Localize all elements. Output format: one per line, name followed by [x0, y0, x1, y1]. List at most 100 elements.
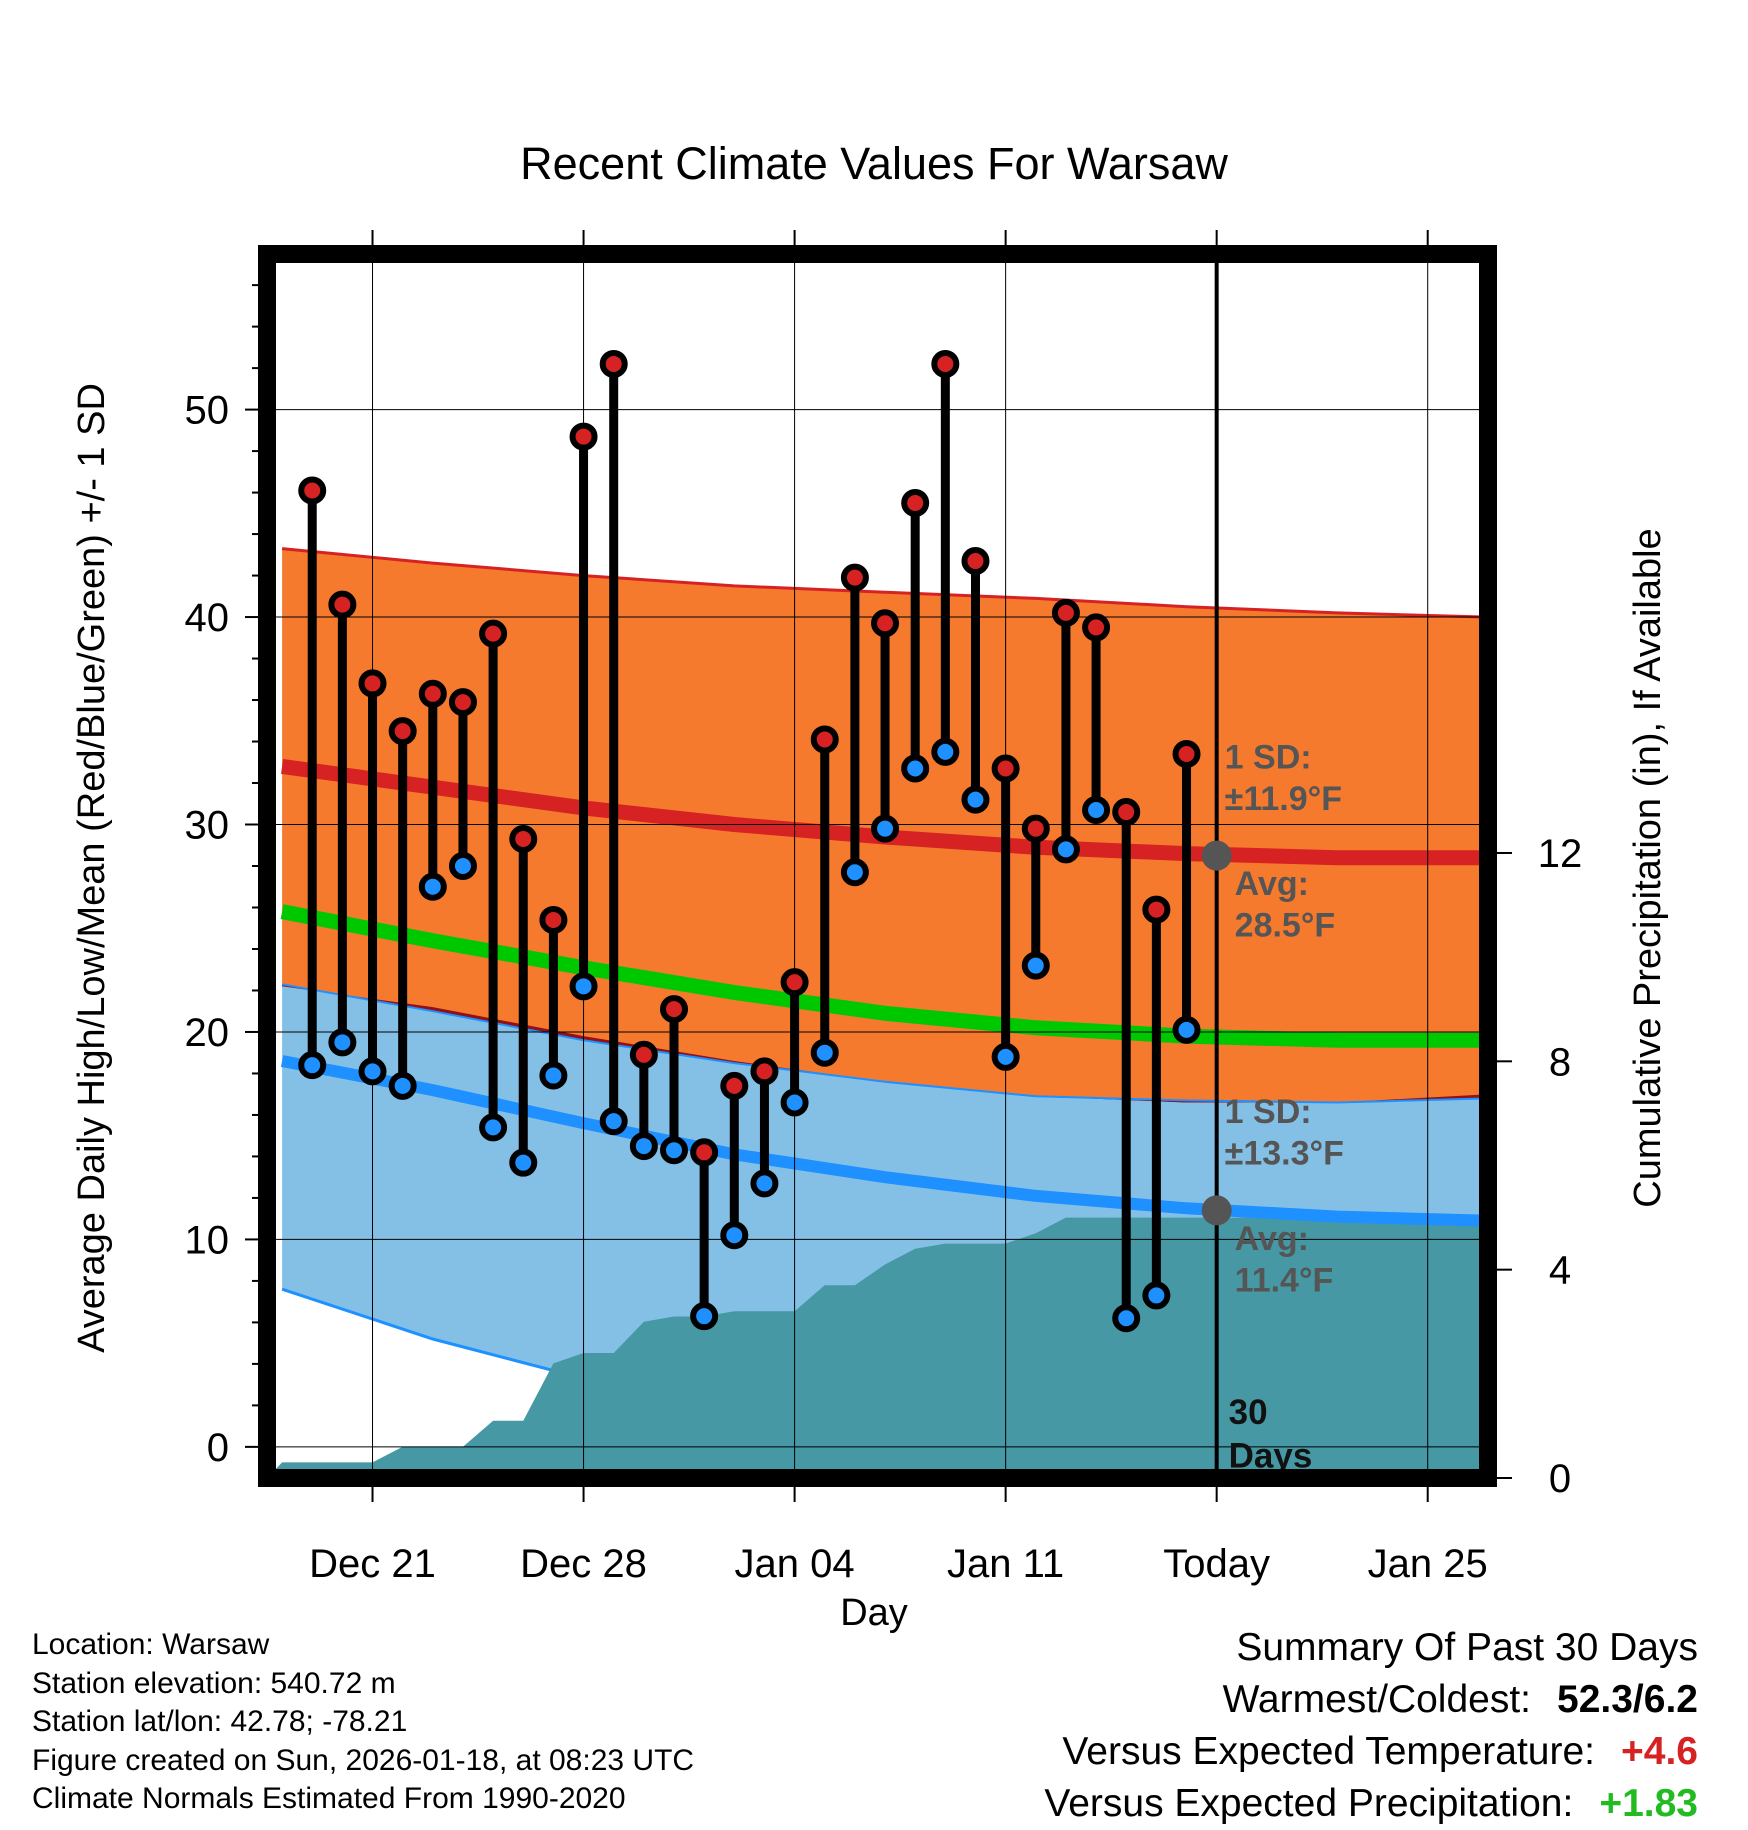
high-point: [660, 995, 688, 1024]
y-tick-label: 20: [185, 1011, 230, 1055]
low-avg-value: 11.4°F: [1235, 1261, 1334, 1299]
low-point: [690, 1302, 719, 1331]
y-tick-label: 40: [185, 596, 230, 640]
high-point: [358, 669, 387, 698]
high-point: [599, 349, 628, 378]
high-point: [569, 422, 598, 451]
low-point: [750, 1169, 779, 1198]
high-point: [479, 619, 508, 648]
latlon-text: Station lat/lon: 42.78; -78.21: [32, 1705, 408, 1738]
low-point: [629, 1132, 658, 1161]
low-point: [1051, 835, 1080, 864]
low-point: [1082, 795, 1111, 824]
low-avg-line: [280, 1055, 1488, 1227]
high-point: [629, 1040, 658, 1069]
low-point: [991, 1042, 1020, 1071]
summary-temp-row: Versus Expected Temperature: +4.6: [1044, 1726, 1698, 1778]
low-point: [298, 1051, 327, 1080]
low-point: [780, 1088, 809, 1117]
y-axis-label: Average Daily High/Low/Mean (Red/Blue/Gr…: [71, 383, 113, 1353]
high-point: [871, 609, 900, 638]
temp-value: +4.6: [1621, 1730, 1698, 1773]
created-text: Figure created on Sun, 2026-01-18, at 08…: [32, 1743, 695, 1777]
x-tick-label: Jan 11: [947, 1542, 1064, 1586]
summary-precip-row: Versus Expected Precipitation: +1.83: [1044, 1778, 1698, 1830]
x-tick-label: Today: [1163, 1542, 1270, 1586]
high-point: [901, 488, 930, 517]
high-avg-value: 28.5°F: [1235, 907, 1336, 945]
low-sd-label: 1 SD:: [1225, 1093, 1312, 1131]
high-point: [1142, 895, 1171, 924]
y2-tick-label: 0: [1549, 1457, 1571, 1501]
low-point: [1021, 951, 1050, 980]
low-point: [418, 872, 447, 901]
low-point: [358, 1057, 387, 1086]
x-tick-label: Jan 04: [735, 1542, 855, 1586]
high-point: [961, 547, 990, 576]
x-tick-label: Jan 25: [1368, 1542, 1488, 1586]
high-point: [991, 754, 1020, 783]
summary-panel: Summary Of Past 30 Days Warmest/Coldest:…: [1044, 1622, 1698, 1830]
high-point: [810, 725, 839, 754]
high-point: [1112, 798, 1141, 827]
y-tick-label: 0: [207, 1426, 229, 1470]
y2-tick-label: 4: [1549, 1249, 1571, 1293]
y2-tick-label: 12: [1538, 832, 1583, 876]
low-point: [931, 737, 960, 766]
summary-title: Summary Of Past 30 Days: [1236, 1626, 1698, 1669]
low-point: [840, 858, 869, 887]
high-point: [931, 349, 960, 378]
high-point: [448, 688, 477, 717]
station-info: Location: Warsaw Station elevation: 540.…: [32, 1626, 694, 1819]
high-point: [1051, 598, 1080, 627]
high-sd-lower-line: [281, 983, 1488, 1104]
high-point: [328, 590, 357, 619]
summary-warmest-row: Warmest/Coldest: 52.3/6.2: [1044, 1674, 1698, 1726]
y-tick-label: 30: [185, 804, 230, 848]
precip-value: +1.83: [1599, 1782, 1698, 1825]
low-point: [1172, 1015, 1201, 1044]
low-avg-marker: [1201, 1195, 1232, 1226]
low-point: [448, 852, 477, 880]
high-point: [720, 1071, 749, 1100]
warmest-label: Warmest/Coldest:: [1222, 1678, 1532, 1721]
high-point: [690, 1138, 719, 1167]
low-point: [720, 1221, 749, 1250]
high-point: [539, 905, 568, 934]
high-point: [750, 1057, 779, 1086]
high-avg-label: Avg:: [1235, 865, 1309, 903]
high-avg-marker: [1201, 840, 1232, 871]
high-point: [1172, 739, 1201, 768]
elevation-text: Station elevation: 540.72 m: [32, 1666, 396, 1700]
high-point: [388, 717, 417, 746]
high-point: [780, 968, 809, 997]
low-avg-label: Avg:: [1235, 1220, 1309, 1258]
high-sd-label: 1 SD:: [1225, 738, 1312, 776]
high-point: [840, 563, 869, 592]
low-sd-value: ±13.3°F: [1225, 1135, 1344, 1173]
y2-axis-label: Cumulative Precipitation (in), If Availa…: [1627, 528, 1669, 1207]
low-point: [479, 1113, 508, 1142]
low-point: [660, 1136, 688, 1165]
temp-label: Versus Expected Temperature:: [1062, 1730, 1595, 1773]
low-point: [539, 1061, 568, 1090]
y2-tick-label: 8: [1549, 1040, 1571, 1084]
normals-text: Climate Normals Estimated From 1990-2020: [32, 1782, 626, 1815]
low-point: [569, 972, 598, 1001]
low-point: [1142, 1281, 1171, 1310]
precip-area: [267, 1217, 1488, 1478]
low-point: [901, 754, 930, 783]
low-point: [509, 1148, 538, 1177]
y-tick-label: 50: [185, 389, 230, 433]
low-sd-lower-line: [281, 1287, 794, 1478]
chart-title: Recent Climate Values For Warsaw: [520, 138, 1228, 189]
high-point: [418, 679, 447, 708]
low-point: [961, 785, 990, 814]
warmest-value: 52.3/6.2: [1557, 1678, 1698, 1721]
x-tick-label: Dec 21: [309, 1542, 436, 1586]
days-count-label: 30: [1229, 1393, 1268, 1432]
low-point: [1112, 1304, 1141, 1333]
